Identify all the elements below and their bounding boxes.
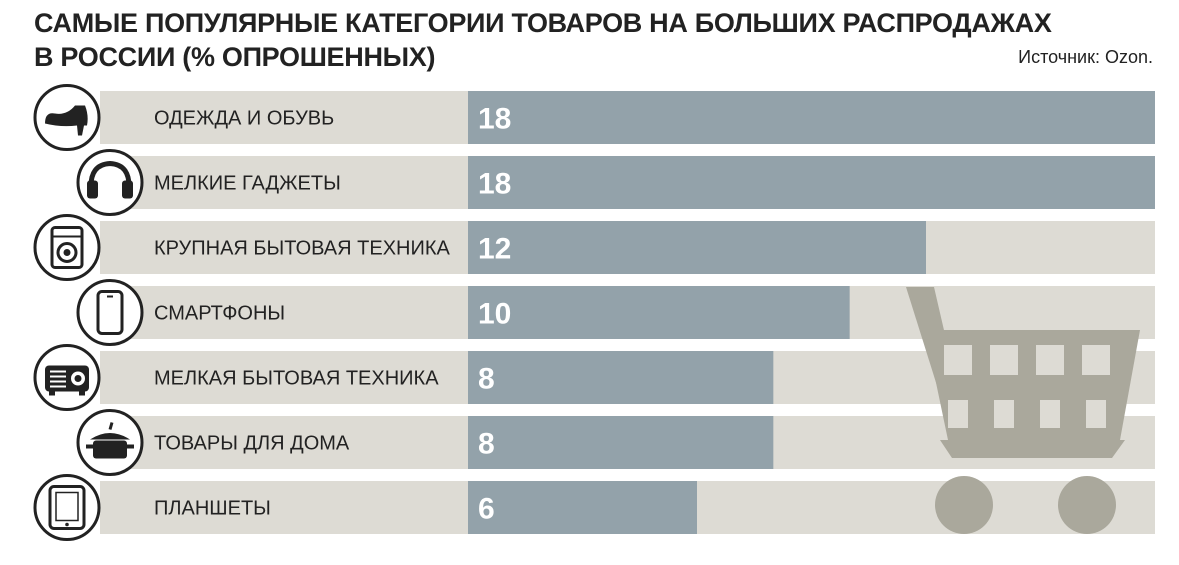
chart-title-line-2: В РОССИИ (% ОПРОШЕННЫХ): [34, 42, 436, 72]
cart-wheel: [935, 476, 993, 534]
category-label: МЕЛКАЯ БЫТОВАЯ ТЕХНИКА: [154, 368, 439, 390]
smartphone-icon: [76, 279, 144, 346]
category-label: ОДЕЖДА И ОБУВЬ: [154, 108, 334, 130]
pot-lid: [90, 433, 130, 440]
bar: [468, 351, 774, 404]
pot-handle-right: [127, 444, 134, 449]
cart-hole: [1040, 400, 1060, 428]
washing-machine-icon: [33, 214, 101, 281]
cart-wheel: [1058, 476, 1116, 534]
shopping-cart-icon: [906, 287, 1140, 534]
icon-circle: [33, 214, 101, 281]
machine-body: [50, 226, 84, 269]
headphones-icon: [76, 149, 144, 216]
category-labels: ОДЕЖДА И ОБУВЬ МЕЛКИЕ ГАДЖЕТЫ КРУПНАЯ БЫТО…: [154, 108, 451, 520]
machine-drum: [63, 249, 71, 256]
bar-value-label: 12: [478, 233, 511, 266]
lid-knob: [108, 422, 114, 430]
cart-hole: [990, 345, 1018, 375]
projector-foot: [79, 391, 85, 396]
chart-title-line-1: САМЫЕ ПОПУЛЯРНЫЕ КАТЕГОРИИ ТОВАРОВ НА БО…: [34, 8, 1052, 38]
cart-hole: [1086, 400, 1106, 428]
cart-hole: [1082, 345, 1110, 375]
category-label: МЕЛКИЕ ГАДЖЕТЫ: [154, 173, 341, 195]
phone-body: [96, 290, 124, 335]
tablet-body: [48, 485, 86, 530]
pot-icon: [76, 409, 144, 476]
bar: [468, 221, 926, 274]
bar: [468, 481, 697, 534]
bar: [468, 156, 1155, 209]
bar-value-label: 18: [478, 168, 511, 201]
bar: [468, 286, 850, 339]
bars: 18 18 12 10 8 8 6: [468, 91, 1155, 534]
projector-icon: [33, 344, 101, 411]
icon-circle: [76, 279, 144, 346]
ear-cup-right: [122, 180, 133, 199]
pot-body: [93, 440, 127, 459]
machine-door: [56, 242, 78, 263]
cart-base: [940, 440, 1125, 458]
shoe-icon: [33, 84, 101, 151]
cart-hole: [948, 400, 968, 428]
headband: [88, 160, 132, 189]
source-note: Источник: Ozon.: [1018, 47, 1153, 67]
bar-value-label: 8: [478, 363, 495, 396]
category-label: ТОВАРЫ ДЛЯ ДОМА: [154, 433, 350, 455]
projector-foot: [49, 391, 55, 396]
cart-hole: [1036, 345, 1064, 375]
category-label: ПЛАНШЕТЫ: [154, 498, 271, 520]
tablet-button: [65, 522, 69, 527]
cart-hole: [944, 345, 972, 375]
bar-value-label: 10: [478, 298, 511, 331]
chart-title: САМЫЕ ПОПУЛЯРНЫЕ КАТЕГОРИИ ТОВАРОВ НА БО…: [34, 6, 1052, 74]
cart-hole: [994, 400, 1014, 428]
shoe-shape: [45, 105, 88, 136]
bar-value-label: 18: [478, 103, 511, 136]
tablet-icon: [33, 474, 101, 541]
tablet-screen: [55, 491, 79, 522]
bar-value-label: 6: [478, 493, 495, 526]
bar-value-label: 8: [478, 428, 495, 461]
bar: [468, 416, 774, 469]
projector-lens: [74, 375, 82, 382]
pot-handle-left: [86, 444, 93, 449]
category-label: СМАРТФОНЫ: [154, 303, 285, 325]
category-icons: [33, 84, 144, 541]
bar: [468, 91, 1155, 144]
category-label: КРУПНАЯ БЫТОВАЯ ТЕХНИКА: [154, 238, 451, 260]
ear-cup-left: [87, 180, 98, 199]
